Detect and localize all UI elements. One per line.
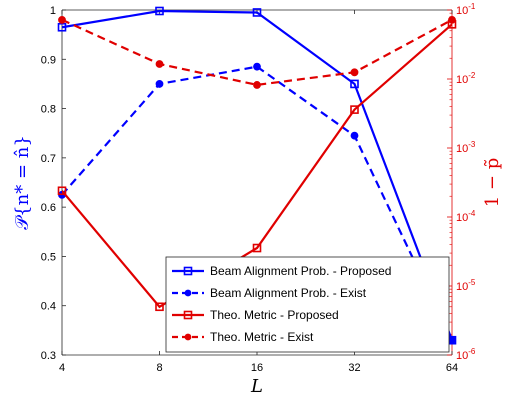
data-point-square [155,302,164,312]
legend-swatch-square [183,266,193,276]
left-y-tick-label: 0.3 [41,350,56,362]
legend-swatch-circle [184,289,192,297]
x-tick-label: 32 [348,362,360,374]
legend-swatch-circle [184,333,192,341]
data-point-circle [448,336,456,345]
right-y-tick-label: 10-4 [456,209,476,224]
data-point-circle [58,15,66,24]
series-line-1 [62,65,452,341]
data-point-circle [155,80,164,88]
x-tick-label: 8 [156,362,162,374]
data-point-circle [448,15,456,24]
right-y-tick-label: 10-1 [456,2,476,17]
data-point-square [252,243,262,253]
data-point-square [350,79,359,89]
legend-swatch-square [183,310,193,320]
legend-entry-label: Theo. Metric - Proposed [210,308,339,322]
data-point-square [57,22,67,32]
left-y-tick-label: 0.9 [41,54,56,66]
data-point-square [57,186,67,196]
legend-entry-label: Theo. Metric - Exist [210,330,314,344]
left-y-tick-label: 0.8 [41,104,56,116]
right-y-tick-label: 10-6 [456,347,476,362]
right-y-axis-label: 1 − p̃ [482,158,503,208]
data-point-circle [350,68,359,77]
data-point-circle [253,62,261,71]
series-line-2 [62,23,452,309]
data-point-square [252,8,262,17]
data-point-circle [155,60,164,68]
data-point-square [155,6,164,16]
left-y-axis-label: 𝒫{n* = n̂} [12,135,33,230]
legend-box [165,256,450,353]
legend-entry-label: Beam Alignment Prob. - Proposed [210,264,391,278]
right-y-tick-label: 10-5 [456,278,476,293]
left-y-tick-label: 1 [50,5,56,17]
x-tick-label: 64 [446,362,458,374]
data-point-circle [350,131,359,140]
legend-entry-label: Beam Alignment Prob. - Exist [210,286,367,300]
series-line-0 [62,9,452,341]
x-tick-label: 4 [59,362,65,374]
left-y-tick-label: 0.4 [41,301,56,313]
data-point-square [350,105,359,114]
x-axis-label: L [250,376,263,397]
right-y-tick-label: 10-2 [456,71,476,86]
data-point-circle [253,81,261,89]
left-y-tick-label: 0.5 [41,251,56,263]
left-y-tick-label: 0.7 [41,153,56,165]
left-y-tick-label: 0.6 [41,202,56,214]
x-tick-label: 16 [251,362,263,374]
right-y-tick-label: 10-3 [456,140,476,155]
series-line-3 [62,18,452,87]
